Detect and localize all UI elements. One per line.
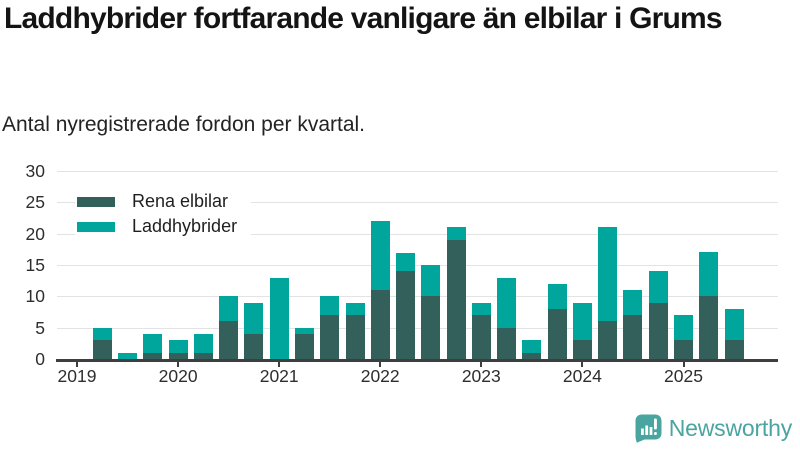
legend-swatch-laddhybrider — [77, 221, 115, 232]
bar-2025-Q1-rena-elbilar — [674, 340, 693, 359]
chart-subtitle: Antal nyregistrerade fordon per kvartal. — [2, 113, 366, 136]
bar-2023-Q2-rena-elbilar — [497, 327, 517, 359]
legend-item-rena-elbilar: Rena elbilar — [77, 189, 237, 214]
bar-2024-Q4-rena-elbilar — [648, 302, 668, 359]
bar-2019-Q4-rena-elbilar — [143, 352, 163, 359]
legend-swatch-rena-elbilar — [77, 196, 115, 207]
x-tick-2024 — [581, 362, 584, 367]
bar-2022-Q2-rena-elbilar — [396, 271, 415, 359]
x-tick-label-2025: 2025 — [664, 366, 703, 386]
bar-2022-Q4-rena-elbilar — [446, 239, 466, 359]
x-tick-label-2019: 2019 — [57, 366, 97, 386]
bar-2022-Q1-laddhybrider — [370, 221, 390, 291]
bar-2021-Q1-laddhybrider — [269, 277, 289, 359]
bar-2019-Q2-laddhybrider — [92, 327, 112, 341]
bar-2022-Q4-laddhybrider — [446, 227, 466, 240]
y-tick-label-25: 25 — [25, 192, 45, 213]
bar-2023-Q4-laddhybrider — [547, 283, 567, 309]
bar-2022-Q2-laddhybrider — [396, 252, 415, 272]
bar-2024-Q3-rena-elbilar — [623, 315, 643, 359]
bar-2021-Q3-laddhybrider — [320, 296, 340, 316]
x-tick-label-2024: 2024 — [562, 366, 602, 386]
bar-2019-Q4-laddhybrider — [143, 333, 163, 353]
x-tick-2023 — [480, 362, 483, 367]
bar-2021-Q2-rena-elbilar — [294, 333, 314, 359]
bar-2024-Q4-laddhybrider — [648, 271, 668, 303]
bar-2020-Q4-rena-elbilar — [244, 333, 264, 359]
bar-2021-Q4-rena-elbilar — [345, 315, 365, 359]
bar-2023-Q3-laddhybrider — [522, 340, 542, 353]
x-tick-2021 — [278, 362, 281, 367]
bar-2025-Q2-rena-elbilar — [699, 296, 719, 359]
bar-2020-Q2-laddhybrider — [193, 333, 213, 353]
x-tick-label-2021: 2021 — [259, 366, 299, 386]
bar-2023-Q3-rena-elbilar — [522, 352, 542, 359]
y-tick-label-20: 20 — [25, 223, 45, 244]
bar-2020-Q3-laddhybrider — [219, 296, 239, 322]
bar-2024-Q2-rena-elbilar — [598, 321, 618, 359]
x-tick-2019 — [76, 362, 78, 367]
bar-2021-Q3-rena-elbilar — [320, 315, 340, 359]
gridline-10 — [57, 296, 778, 298]
newsworthy-bubble-icon — [635, 414, 662, 443]
newsworthy-wordmark: Newsworthy — [668, 415, 792, 441]
y-tick-label-15: 15 — [25, 255, 45, 275]
x-axis-line — [56, 359, 778, 362]
bar-2025-Q3-rena-elbilar — [724, 340, 744, 359]
x-tick-2020 — [177, 362, 180, 367]
bar-2025-Q2-laddhybrider — [699, 252, 719, 297]
legend-label-laddhybrider: Laddhybrider — [132, 216, 238, 236]
bar-2023-Q1-rena-elbilar — [471, 315, 491, 359]
y-tick-label-0: 0 — [35, 349, 45, 369]
bar-2024-Q2-laddhybrider — [598, 227, 618, 322]
x-tick-2022 — [379, 362, 382, 367]
plot-area: Rena elbilar Laddhybrider — [57, 171, 778, 359]
y-tick-label-30: 30 — [25, 161, 45, 181]
chart-title: Laddhybrider fortfarande vanligare än el… — [4, 2, 723, 35]
bar-2024-Q1-laddhybrider — [572, 302, 592, 341]
x-tick-label-2020: 2020 — [158, 366, 198, 386]
bar-2025-Q3-laddhybrider — [724, 308, 744, 341]
y-tick-label-10: 10 — [25, 286, 45, 307]
bar-2019-Q2-rena-elbilar — [92, 340, 112, 359]
gridline-5 — [57, 327, 778, 329]
gridline-15 — [57, 265, 778, 266]
bar-2021-Q4-laddhybrider — [345, 302, 365, 316]
bar-2023-Q2-laddhybrider — [497, 277, 517, 328]
newsworthy-logo: Newsworthy — [635, 414, 792, 443]
legend: Rena elbilar Laddhybrider — [75, 187, 252, 241]
y-tick-label-5: 5 — [35, 317, 45, 338]
bar-2025-Q1-laddhybrider — [674, 315, 693, 341]
bar-2022-Q3-rena-elbilar — [421, 296, 441, 359]
bar-2019-Q3-laddhybrider — [118, 352, 137, 359]
bar-2023-Q4-rena-elbilar — [547, 308, 567, 359]
bar-2020-Q1-rena-elbilar — [168, 352, 188, 359]
gridline-30 — [57, 171, 778, 172]
bar-2023-Q1-laddhybrider — [471, 302, 491, 316]
bar-2020-Q2-rena-elbilar — [193, 352, 213, 359]
bar-2024-Q1-rena-elbilar — [572, 340, 592, 359]
legend-label-rena-elbilar: Rena elbilar — [132, 191, 229, 211]
bar-2024-Q3-laddhybrider — [623, 290, 643, 316]
gridline-20 — [57, 233, 778, 235]
legend-item-laddhybrider: Laddhybrider — [77, 214, 237, 239]
x-tick-2025 — [682, 362, 685, 367]
x-tick-label-2022: 2022 — [360, 366, 400, 386]
x-tick-label-2023: 2023 — [461, 366, 501, 386]
bar-2020-Q1-laddhybrider — [168, 340, 188, 353]
gridline-25 — [57, 202, 778, 204]
bar-2022-Q3-laddhybrider — [421, 265, 441, 297]
bar-2020-Q4-laddhybrider — [244, 302, 264, 334]
bar-2021-Q2-laddhybrider — [294, 327, 314, 334]
bar-2022-Q1-rena-elbilar — [370, 290, 390, 359]
bar-2020-Q3-rena-elbilar — [219, 321, 239, 359]
